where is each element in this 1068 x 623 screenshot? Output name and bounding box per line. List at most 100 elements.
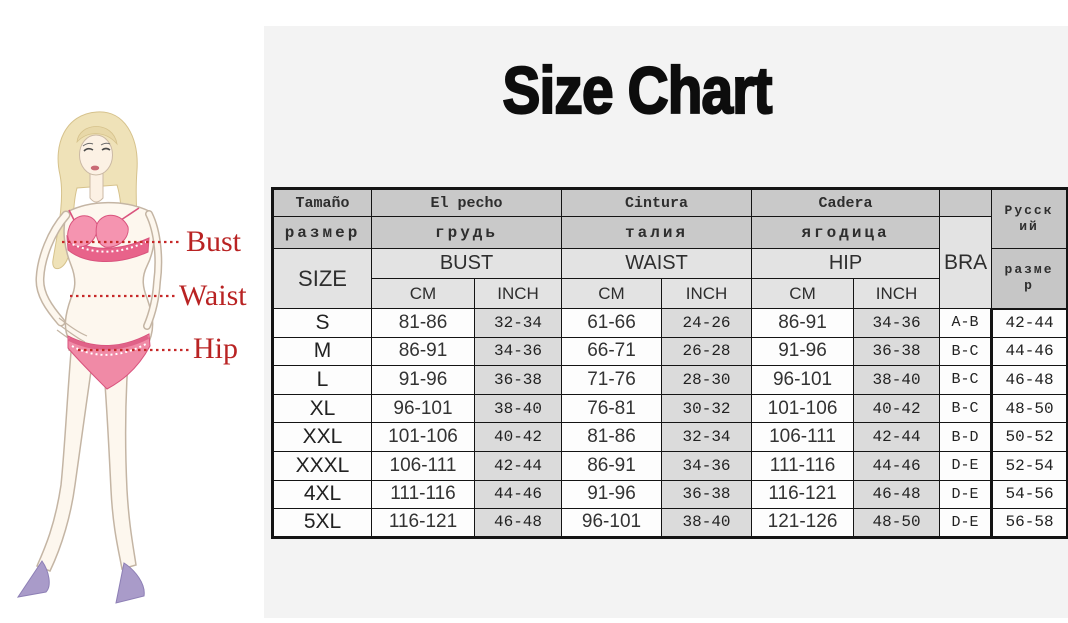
cell-waist-cm: 66-71 <box>561 336 663 367</box>
cell-size: XXXL <box>272 450 372 481</box>
header-hip-en: HIP <box>751 248 941 279</box>
cell-hip-inch: 48-50 <box>853 508 941 538</box>
cell-bra: B-C <box>939 336 993 367</box>
cell-bust-cm: 81-86 <box>371 308 475 338</box>
cell-hip-inch: 36-38 <box>853 336 941 367</box>
header-waist-ru: талия <box>561 216 753 249</box>
header-size-es: Tamaño <box>272 188 372 217</box>
cell-hip-inch: 38-40 <box>853 365 941 395</box>
cell-bra: D-E <box>939 479 993 510</box>
cell-bust-cm: 86-91 <box>371 336 475 367</box>
cell-russian-size: 54-56 <box>990 479 1068 510</box>
unit-hip-cm: CM <box>751 278 855 309</box>
cell-size: S <box>272 308 372 338</box>
cell-hip-cm: 121-126 <box>751 508 855 538</box>
header-waist-es: Cintura <box>561 188 753 217</box>
cell-waist-cm: 96-101 <box>561 508 663 538</box>
table-row-m: M 86-91 34-36 66-71 26-28 91-96 36-38 B-… <box>272 336 1068 367</box>
cell-bra: B-C <box>939 365 993 395</box>
cell-hip-cm: 111-116 <box>751 450 855 481</box>
table-row-l: L 91-96 36-38 71-76 28-30 96-101 38-40 B… <box>272 365 1068 395</box>
header-hip-es: Cadera <box>751 188 941 217</box>
cell-bra: B-D <box>939 422 993 452</box>
cell-bust-cm: 91-96 <box>371 365 475 395</box>
cell-hip-cm: 116-121 <box>751 479 855 510</box>
header-bust-en: BUST <box>370 248 563 279</box>
cell-waist-inch: 38-40 <box>661 508 753 538</box>
cell-bust-inch: 34-36 <box>473 336 563 367</box>
waist-label: Waist <box>179 279 247 312</box>
cell-waist-inch: 26-28 <box>661 336 753 367</box>
cell-bust-cm: 96-101 <box>371 393 475 424</box>
cell-hip-inch: 40-42 <box>853 393 941 424</box>
cell-waist-inch: 24-26 <box>661 308 753 338</box>
cell-waist-inch: 34-36 <box>661 450 753 481</box>
woman-bikini-sketch-icon <box>16 111 190 604</box>
cell-hip-cm: 86-91 <box>751 308 855 338</box>
cell-waist-inch: 30-32 <box>661 393 753 424</box>
cell-bra: D-E <box>939 450 993 481</box>
cell-bust-cm: 106-111 <box>371 450 475 481</box>
cell-russian-size: 46-48 <box>990 365 1068 395</box>
header-bra-blank <box>939 188 993 217</box>
cell-bra: B-C <box>939 393 993 424</box>
header-bust-es: El pecho <box>370 188 563 217</box>
table-row-xl: XL 96-101 38-40 76-81 30-32 101-106 40-4… <box>272 393 1068 424</box>
cell-waist-cm: 86-91 <box>561 450 663 481</box>
cell-russian-size: 56-58 <box>990 508 1068 538</box>
table-row-s: S 81-86 32-34 61-66 24-26 86-91 34-36 A-… <box>272 308 1068 338</box>
cell-hip-cm: 106-111 <box>751 422 855 452</box>
unit-waist-cm: CM <box>561 278 663 309</box>
cell-bust-cm: 101-106 <box>371 422 475 452</box>
cell-russian-size: 50-52 <box>990 422 1068 452</box>
table-row-4xl: 4XL 111-116 44-46 91-96 36-38 116-121 46… <box>272 479 1068 510</box>
header-size-ru: размер <box>272 216 372 249</box>
cell-waist-cm: 76-81 <box>561 393 663 424</box>
unit-bust-cm: CM <box>371 278 475 309</box>
cell-waist-cm: 71-76 <box>561 365 663 395</box>
cell-hip-cm: 101-106 <box>751 393 855 424</box>
cell-bust-inch: 36-38 <box>473 365 563 395</box>
cell-russian-size: 52-54 <box>990 450 1068 481</box>
cell-waist-inch: 28-30 <box>661 365 753 395</box>
cell-hip-inch: 46-48 <box>853 479 941 510</box>
table-row-5xl: 5XL 116-121 46-48 96-101 38-40 121-126 4… <box>272 508 1068 538</box>
cell-size: L <box>272 365 372 395</box>
cell-bust-cm: 116-121 <box>371 508 475 538</box>
table-row-xxl: XXL 101-106 40-42 81-86 32-34 106-111 42… <box>272 422 1068 452</box>
cell-waist-cm: 81-86 <box>561 422 663 452</box>
header-russian: Русский <box>991 188 1068 249</box>
header-russian-size: размер <box>991 248 1068 310</box>
hip-label: Hip <box>193 332 238 365</box>
header-waist-en: WAIST <box>561 248 753 279</box>
cell-hip-inch: 42-44 <box>853 422 941 452</box>
unit-bust-inch: INCH <box>473 278 563 309</box>
header-bra: BRA <box>939 216 993 309</box>
cell-bra: A-B <box>939 308 993 338</box>
cell-size: 5XL <box>272 508 372 538</box>
header-row-units: CM INCH CM INCH CM INCH <box>273 278 1068 309</box>
cell-waist-cm: 61-66 <box>561 308 663 338</box>
table-row-xxxl: XXXL 106-111 42-44 86-91 34-36 111-116 4… <box>272 450 1068 481</box>
cell-hip-inch: 34-36 <box>853 308 941 338</box>
cell-bust-inch: 42-44 <box>473 450 563 481</box>
header-row-russian: размер грудь талия ягодица BRA <box>272 216 1068 309</box>
size-table: Tamaño El pecho Cintura Cadera Русский р… <box>271 187 1068 539</box>
cell-bust-inch: 46-48 <box>473 508 563 538</box>
bust-label: Bust <box>186 225 242 258</box>
cell-waist-inch: 32-34 <box>661 422 753 452</box>
cell-bra: D-E <box>939 508 993 538</box>
cell-bust-inch: 40-42 <box>473 422 563 452</box>
cell-bust-inch: 44-46 <box>473 479 563 510</box>
cell-waist-cm: 91-96 <box>561 479 663 510</box>
header-row-english: SIZE BUST WAIST HIP размер <box>272 248 1068 310</box>
unit-hip-inch: INCH <box>853 278 941 309</box>
cell-hip-cm: 91-96 <box>751 336 855 367</box>
cell-size: 4XL <box>272 479 372 510</box>
cell-russian-size: 48-50 <box>990 393 1068 424</box>
header-hip-ru: ягодица <box>751 216 941 249</box>
unit-waist-inch: INCH <box>661 278 753 309</box>
cell-size: XXL <box>272 422 372 452</box>
cell-russian-size: 42-44 <box>990 308 1068 338</box>
